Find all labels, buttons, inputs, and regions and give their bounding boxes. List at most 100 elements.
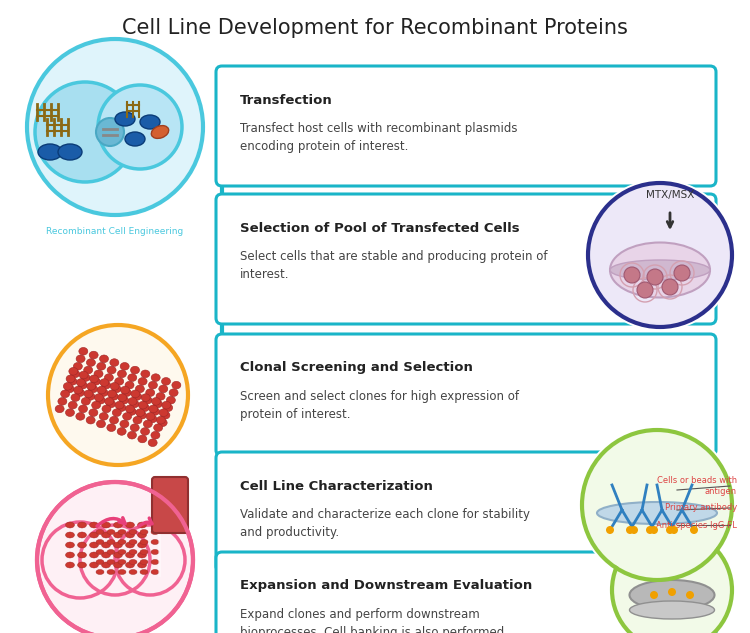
Ellipse shape — [104, 373, 113, 382]
FancyBboxPatch shape — [152, 477, 188, 533]
Ellipse shape — [166, 396, 176, 404]
Ellipse shape — [101, 552, 110, 558]
Ellipse shape — [110, 359, 118, 367]
Circle shape — [662, 279, 678, 295]
Ellipse shape — [164, 404, 172, 411]
Ellipse shape — [115, 377, 124, 385]
Ellipse shape — [125, 405, 134, 413]
Ellipse shape — [139, 401, 148, 409]
Ellipse shape — [92, 401, 100, 409]
Ellipse shape — [71, 394, 80, 401]
Ellipse shape — [129, 560, 137, 565]
Ellipse shape — [96, 570, 104, 575]
Ellipse shape — [120, 420, 129, 428]
Ellipse shape — [148, 405, 158, 413]
Ellipse shape — [152, 398, 160, 405]
Circle shape — [39, 484, 191, 633]
Ellipse shape — [100, 379, 109, 386]
Ellipse shape — [141, 394, 150, 401]
Ellipse shape — [140, 428, 149, 436]
Ellipse shape — [129, 539, 137, 544]
Circle shape — [646, 526, 654, 534]
Ellipse shape — [101, 562, 110, 568]
Ellipse shape — [629, 580, 715, 610]
Text: Expansion and Downstream Evaluation: Expansion and Downstream Evaluation — [240, 579, 532, 592]
Ellipse shape — [120, 363, 129, 370]
Ellipse shape — [172, 381, 181, 389]
Ellipse shape — [110, 382, 119, 390]
Ellipse shape — [151, 529, 159, 534]
Ellipse shape — [89, 532, 98, 538]
Ellipse shape — [106, 400, 116, 408]
Ellipse shape — [65, 552, 74, 558]
Ellipse shape — [112, 385, 121, 392]
FancyBboxPatch shape — [216, 334, 716, 456]
Ellipse shape — [151, 560, 159, 565]
Ellipse shape — [137, 411, 146, 419]
Ellipse shape — [136, 409, 145, 417]
Ellipse shape — [65, 385, 74, 392]
Ellipse shape — [159, 385, 168, 392]
Circle shape — [96, 118, 124, 146]
Ellipse shape — [89, 542, 98, 548]
Ellipse shape — [137, 532, 146, 538]
Ellipse shape — [140, 539, 148, 544]
Ellipse shape — [106, 424, 116, 432]
Ellipse shape — [123, 413, 132, 420]
Circle shape — [626, 526, 634, 534]
Ellipse shape — [74, 363, 82, 370]
Circle shape — [584, 179, 736, 331]
Ellipse shape — [58, 398, 67, 405]
Text: Expand clones and perform downstream
bioprocesses. Cell banking is also performe: Expand clones and perform downstream bio… — [240, 608, 508, 633]
Ellipse shape — [629, 601, 715, 619]
Text: Screen and select clones for high expression of
protein of interest.: Screen and select clones for high expres… — [240, 390, 519, 421]
Circle shape — [668, 588, 676, 596]
Ellipse shape — [89, 552, 98, 558]
Ellipse shape — [113, 532, 122, 538]
Ellipse shape — [65, 409, 74, 417]
Ellipse shape — [121, 386, 130, 394]
Ellipse shape — [135, 385, 144, 392]
Ellipse shape — [125, 532, 134, 538]
Ellipse shape — [151, 549, 159, 555]
Text: Recombinant Cell Engineering: Recombinant Cell Engineering — [46, 227, 184, 236]
Ellipse shape — [125, 562, 134, 568]
Ellipse shape — [152, 374, 160, 382]
Circle shape — [650, 591, 658, 599]
Ellipse shape — [112, 409, 122, 417]
Ellipse shape — [105, 398, 114, 405]
Circle shape — [630, 526, 638, 534]
Ellipse shape — [153, 400, 162, 408]
Ellipse shape — [77, 522, 86, 528]
Ellipse shape — [157, 417, 166, 424]
Ellipse shape — [89, 375, 98, 382]
Ellipse shape — [77, 552, 86, 558]
Text: Transfection: Transfection — [240, 94, 333, 106]
Ellipse shape — [133, 392, 142, 400]
Circle shape — [578, 426, 736, 584]
Circle shape — [690, 526, 698, 534]
FancyBboxPatch shape — [216, 552, 716, 633]
Ellipse shape — [78, 381, 87, 389]
Ellipse shape — [80, 371, 88, 379]
Ellipse shape — [130, 424, 140, 432]
Ellipse shape — [89, 409, 98, 417]
Ellipse shape — [122, 389, 131, 396]
Circle shape — [23, 35, 207, 219]
FancyBboxPatch shape — [216, 66, 716, 186]
Ellipse shape — [118, 570, 126, 575]
Ellipse shape — [154, 424, 163, 432]
Ellipse shape — [148, 381, 158, 389]
Ellipse shape — [117, 404, 126, 411]
Ellipse shape — [89, 351, 98, 359]
Ellipse shape — [70, 370, 80, 378]
Ellipse shape — [125, 552, 134, 558]
Ellipse shape — [107, 390, 116, 398]
Ellipse shape — [128, 373, 136, 382]
Text: Clonal Screening and Selection: Clonal Screening and Selection — [240, 361, 472, 375]
Ellipse shape — [86, 417, 95, 424]
Ellipse shape — [66, 375, 75, 382]
Ellipse shape — [101, 542, 110, 548]
Circle shape — [670, 526, 678, 534]
Ellipse shape — [156, 392, 165, 400]
